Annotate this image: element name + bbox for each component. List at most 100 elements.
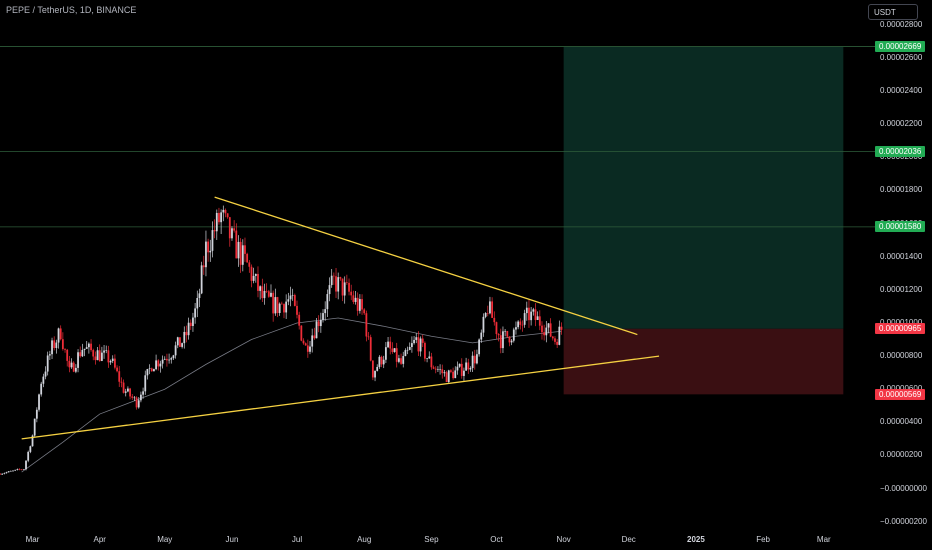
- candle-body: [274, 297, 277, 314]
- candle-body: [252, 275, 255, 281]
- candle-body: [532, 309, 535, 312]
- candle-body: [460, 363, 463, 376]
- candle-body: [525, 307, 528, 314]
- currency-selector[interactable]: USDT: [868, 4, 918, 20]
- candle-body: [85, 347, 88, 349]
- candle-body: [248, 262, 251, 267]
- candle-body: [296, 305, 298, 315]
- candle-body: [424, 342, 426, 359]
- candle-body: [25, 460, 27, 470]
- candle-body: [163, 358, 166, 360]
- candle-body: [356, 297, 359, 311]
- time-tick-label: Mar: [25, 535, 40, 544]
- time-tick-label: Sep: [424, 535, 439, 544]
- time-tick-label: Oct: [490, 535, 503, 544]
- resistance-trendline: [214, 196, 638, 336]
- candle-body: [83, 348, 86, 350]
- candle-body: [345, 282, 348, 284]
- candle-body: [55, 342, 58, 349]
- candle-body: [44, 371, 47, 377]
- candle-body: [79, 352, 82, 357]
- candle-body: [53, 340, 56, 349]
- candle-body: [96, 350, 99, 361]
- candle-body: [270, 292, 272, 297]
- time-tick-label: Aug: [357, 535, 372, 544]
- price-tick-label: 0.00001000: [880, 318, 922, 327]
- candle-body: [148, 368, 151, 370]
- candle-body: [198, 293, 201, 299]
- candle-body: [150, 368, 153, 372]
- candle-body: [174, 345, 177, 356]
- candle-body: [298, 314, 301, 326]
- candle-body: [207, 241, 210, 253]
- candle-body: [140, 394, 142, 401]
- candle-body: [196, 298, 199, 309]
- price-tick-label: 0.00000400: [880, 417, 923, 427]
- candle-body: [369, 337, 372, 361]
- candle-body: [161, 359, 164, 364]
- candle-body: [116, 367, 118, 372]
- candle-body: [506, 330, 509, 337]
- candle-body: [153, 369, 155, 372]
- candle-body: [404, 350, 407, 357]
- candle-body: [7, 471, 10, 473]
- candle-body: [235, 230, 238, 259]
- candle-body: [397, 358, 400, 362]
- candle-body: [57, 328, 60, 343]
- support-trendline: [21, 355, 660, 440]
- candle-body: [458, 363, 461, 367]
- candle-body: [478, 339, 481, 355]
- candle-body: [124, 391, 127, 393]
- candle-body: [68, 360, 71, 368]
- candle-body: [202, 265, 205, 268]
- candle-body: [434, 368, 437, 370]
- candle-body: [309, 346, 311, 352]
- candle-body: [280, 303, 283, 305]
- candle-body: [350, 291, 353, 296]
- candle-body: [218, 212, 220, 223]
- symbol-title[interactable]: PEPE / TetherUS, 1D, BINANCE: [6, 5, 137, 15]
- candle-body: [3, 473, 6, 474]
- candle-body: [31, 435, 34, 447]
- candle-body: [467, 362, 470, 370]
- candle-body: [538, 316, 541, 326]
- candle-body: [133, 397, 136, 399]
- candle-body: [517, 321, 520, 328]
- candle-body: [439, 369, 441, 370]
- time-tick-label: Feb: [756, 535, 770, 544]
- time-tick-label: Mar: [816, 535, 831, 544]
- candle-body: [278, 303, 281, 314]
- candle-body: [482, 316, 485, 333]
- candle-body: [489, 301, 491, 314]
- candle-body: [263, 290, 266, 299]
- candle-body: [261, 286, 264, 299]
- candle-body: [213, 230, 216, 232]
- candle-body: [443, 372, 446, 374]
- candle-body: [361, 299, 363, 310]
- price-tick-label: 0.00001800: [880, 185, 923, 195]
- price-tick-label: 0.00002800: [880, 19, 923, 29]
- candle-body: [61, 339, 64, 350]
- candle-body: [421, 338, 424, 343]
- candle-body: [179, 337, 181, 347]
- candle-body: [22, 469, 25, 470]
- time-tick-label: 2025: [686, 535, 705, 544]
- candle-body: [454, 370, 457, 379]
- candle-body: [94, 356, 97, 361]
- candle-body: [306, 345, 309, 352]
- candle-body: [107, 350, 110, 363]
- candle-body: [244, 245, 246, 254]
- candle-body: [224, 209, 227, 214]
- candle-body: [233, 228, 236, 231]
- candle-body: [391, 348, 394, 353]
- candle-body: [417, 337, 420, 352]
- trendlines[interactable]: [21, 196, 660, 440]
- candle-body: [51, 340, 53, 355]
- price-tick-label: −0.00000000: [880, 483, 927, 493]
- candle-body: [426, 358, 428, 359]
- candle-body: [98, 350, 101, 361]
- time-tick-label: Jul: [291, 535, 303, 544]
- candle-body: [499, 335, 502, 349]
- candle-body: [450, 370, 452, 372]
